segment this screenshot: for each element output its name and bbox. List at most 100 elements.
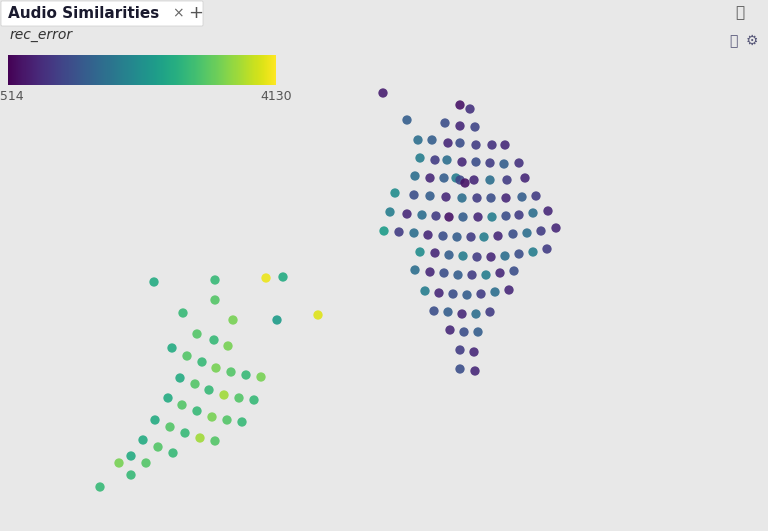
Point [470, 158, 482, 166]
Point [498, 160, 510, 168]
Point [441, 156, 453, 164]
Point [419, 287, 431, 295]
Point [486, 213, 498, 221]
Point [527, 209, 539, 217]
Text: ⤢: ⤢ [736, 5, 744, 21]
Text: ⚙: ⚙ [746, 34, 758, 48]
Point [174, 374, 186, 382]
Point [478, 233, 490, 241]
Point [209, 276, 221, 284]
Point [461, 291, 473, 299]
Point [148, 278, 161, 286]
Point [454, 101, 466, 109]
Point [384, 208, 396, 216]
Point [176, 401, 188, 409]
Point [125, 452, 137, 460]
Point [500, 212, 512, 220]
Point [209, 437, 221, 446]
Point [424, 268, 436, 276]
Point [236, 418, 248, 426]
Point [177, 309, 189, 317]
Point [203, 386, 215, 394]
Point [94, 483, 106, 491]
Point [458, 179, 471, 187]
Point [471, 194, 483, 202]
Point [438, 174, 450, 182]
Point [451, 233, 463, 241]
Point [470, 310, 482, 318]
Point [209, 296, 221, 304]
Point [466, 271, 478, 279]
Point [137, 436, 149, 444]
Point [471, 253, 483, 261]
Point [179, 429, 191, 437]
Point [489, 288, 502, 296]
Point [458, 328, 470, 336]
Point [189, 380, 201, 388]
Point [550, 224, 562, 232]
Point [408, 191, 420, 199]
Point [222, 342, 234, 350]
Point [414, 248, 426, 256]
Point [485, 253, 497, 261]
Point [221, 416, 233, 424]
Point [503, 286, 515, 294]
Point [393, 228, 406, 236]
Point [248, 396, 260, 404]
Point [440, 193, 452, 201]
Point [472, 213, 484, 221]
Point [210, 364, 222, 372]
Point [494, 269, 506, 277]
Point [484, 308, 496, 316]
Point [430, 212, 442, 220]
Point [312, 311, 324, 319]
Point [240, 371, 252, 379]
Point [276, 273, 289, 281]
Point [152, 443, 164, 451]
Point [191, 407, 204, 415]
Point [456, 310, 468, 318]
Text: ×: × [172, 6, 184, 20]
Point [125, 471, 137, 479]
Point [167, 449, 179, 457]
Point [439, 119, 451, 127]
Point [140, 459, 152, 467]
Point [457, 252, 469, 260]
Point [409, 172, 421, 180]
Point [513, 250, 525, 258]
Point [454, 346, 466, 354]
Point [444, 326, 456, 334]
Point [412, 136, 424, 144]
Point [429, 249, 441, 257]
Point [389, 189, 401, 197]
Text: +: + [188, 4, 203, 22]
Point [255, 373, 267, 381]
Point [516, 193, 528, 201]
Point [424, 174, 436, 182]
Point [377, 89, 389, 97]
Point [464, 105, 476, 113]
Point [456, 194, 468, 202]
Point [500, 194, 512, 202]
Point [260, 274, 272, 282]
Point [484, 176, 496, 184]
Point [414, 154, 426, 162]
Point [180, 352, 193, 360]
Point [468, 176, 480, 184]
Point [218, 391, 230, 399]
Point [429, 156, 441, 164]
Point [401, 116, 413, 124]
Point [480, 271, 492, 279]
Point [433, 289, 445, 297]
Point [437, 232, 449, 240]
Point [465, 233, 477, 241]
Text: rec_error: rec_error [10, 28, 73, 42]
Point [415, 211, 428, 219]
Point [501, 176, 513, 184]
Point [521, 229, 533, 237]
Point [196, 358, 208, 366]
Point [233, 394, 245, 402]
Point [191, 330, 204, 338]
Point [468, 367, 481, 375]
Point [470, 141, 482, 149]
